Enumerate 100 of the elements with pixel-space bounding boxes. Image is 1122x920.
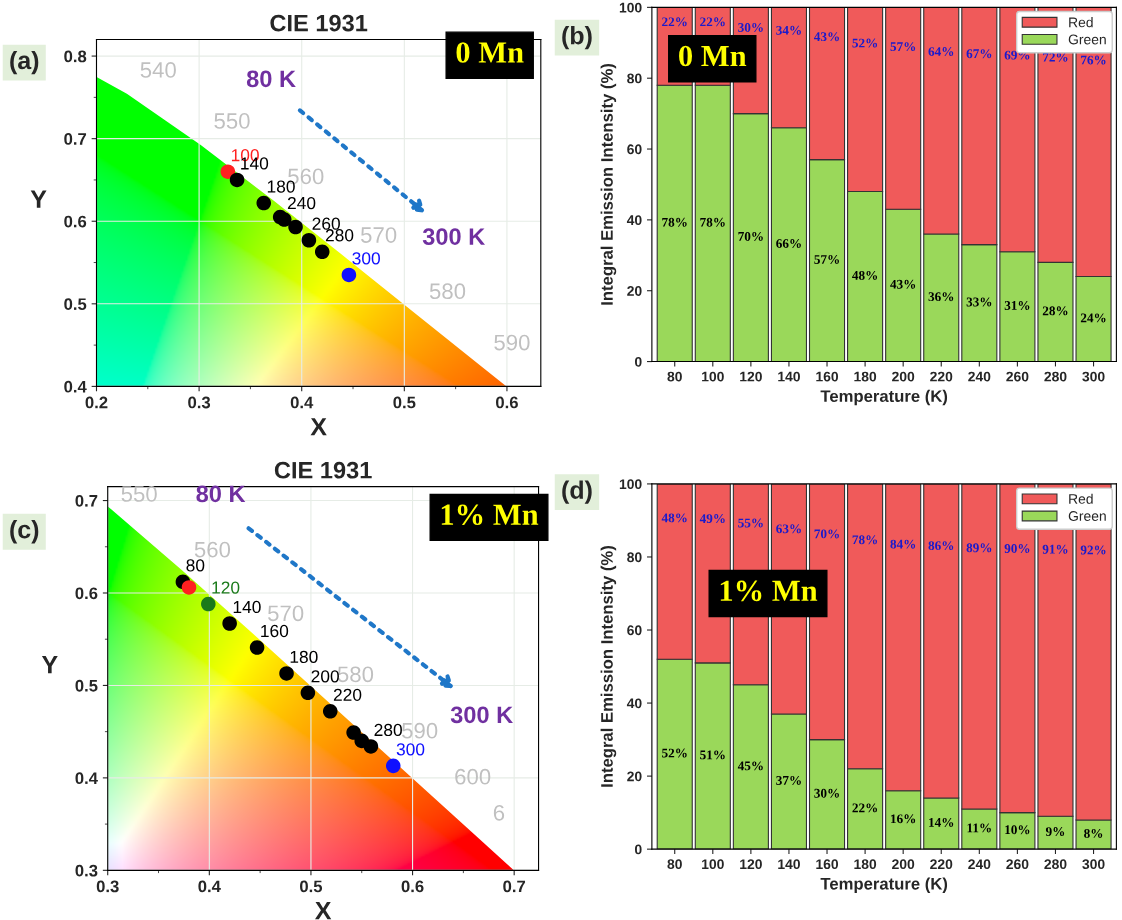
annotation: 300 K — [450, 706, 513, 724]
data-label: 84% — [890, 539, 916, 549]
annotation: 280 — [325, 229, 354, 242]
x-tick-label: 120 — [740, 371, 762, 382]
annotation: 570 — [268, 605, 304, 622]
annotation: 550 — [214, 113, 250, 129]
text: (d) — [562, 480, 592, 504]
x-tick-label: 180 — [854, 859, 877, 870]
y-tick-label: 60 — [627, 144, 642, 155]
chart-title: CIE 1931 — [270, 14, 368, 32]
data-label: 52% — [852, 38, 878, 48]
y-tick-label: 0.4 — [75, 772, 98, 785]
data-label: 89% — [966, 543, 992, 553]
y-tick-label: 0.5 — [75, 679, 98, 692]
x-tick-label: 0.7 — [503, 880, 526, 893]
data-label: 64% — [928, 47, 954, 57]
annotation: 180 — [290, 650, 318, 664]
x-tick-label: 0.4 — [198, 880, 221, 893]
data-label: 48% — [852, 270, 878, 280]
annotation: 580 — [429, 283, 466, 300]
x-tick-label: 240 — [968, 859, 991, 870]
point — [341, 267, 357, 283]
x-tick-label: 0.6 — [401, 880, 424, 893]
annotation: 540 — [140, 62, 176, 78]
legend-label: Red — [1069, 493, 1093, 504]
annotation: 590 — [402, 722, 438, 739]
y-tick-label: 100 — [619, 2, 642, 13]
annotation: 300 — [396, 743, 425, 756]
data-label: 86% — [928, 541, 954, 551]
y-axis-title: Integral Emission Intensity (%) — [600, 546, 617, 787]
annotation: 160 — [261, 624, 289, 638]
x-tick-label: 300 — [1082, 859, 1105, 870]
x-tick-label: 160 — [816, 371, 839, 382]
y-tick-label: 40 — [626, 215, 642, 226]
legend-label: Green — [1068, 511, 1106, 521]
data-label: 70% — [738, 231, 763, 241]
x-tick-label: 240 — [968, 371, 991, 382]
annotation: 300 K — [422, 228, 486, 246]
x-tick-label: 220 — [930, 859, 953, 870]
legend-label: Red — [1069, 17, 1093, 28]
annotation: 260 — [312, 217, 340, 230]
y-tick-label: 40 — [626, 698, 642, 709]
annotation: 1% Mn — [720, 580, 818, 602]
x-tick-label: 300 — [1082, 371, 1105, 382]
data-label: 52% — [662, 748, 687, 758]
data-label: 43% — [890, 279, 916, 289]
x-axis-title: Temperature (K) — [820, 389, 948, 406]
data-label: 14% — [929, 817, 954, 827]
text: (a) — [10, 50, 39, 75]
data-label: 24% — [1080, 313, 1106, 323]
data-label: 48% — [661, 513, 687, 523]
annotation: 280 — [374, 723, 402, 737]
y-tick-label: 0.6 — [64, 215, 87, 228]
annotation: 140 — [233, 600, 261, 614]
legend-label: Green — [1068, 34, 1106, 45]
annotation: 1% Mn — [441, 504, 539, 526]
point — [322, 704, 338, 719]
data-label: 57% — [814, 255, 839, 264]
data-label: 45% — [737, 761, 763, 771]
point — [385, 758, 401, 774]
annotation: 570 — [360, 227, 397, 243]
data-label: 22% — [852, 803, 878, 813]
point — [249, 640, 265, 655]
annotation: 80 K — [246, 70, 296, 88]
annotation: 0 Mn — [456, 42, 524, 63]
x-tick-label: 0.4 — [290, 396, 314, 409]
annotation: 240 — [287, 196, 316, 210]
x-tick-label: 100 — [702, 371, 724, 382]
x-tick-label: 100 — [702, 859, 724, 870]
x-tick-label: 140 — [778, 371, 800, 382]
y-tick-label: 20 — [627, 771, 642, 782]
text: (c) — [10, 520, 39, 544]
x-tick-label: 260 — [1006, 371, 1029, 382]
y-axis-title: Y — [41, 656, 58, 674]
data-label: 36% — [928, 292, 954, 302]
y-tick-label: 0 — [634, 356, 642, 367]
data-label: 76% — [1081, 55, 1106, 65]
point — [201, 596, 216, 612]
data-label: 43% — [814, 32, 839, 42]
x-tick-label: 160 — [816, 859, 839, 870]
y-tick-label: 60 — [627, 625, 642, 636]
data-label: 57% — [890, 42, 916, 52]
data-label: 78% — [852, 535, 878, 545]
data-label: 67% — [966, 49, 992, 59]
y-tick-label: 20 — [627, 286, 642, 296]
annotation: 300 — [352, 252, 380, 265]
annotation: 6 — [493, 804, 505, 821]
point — [300, 685, 316, 701]
point — [363, 739, 379, 754]
annotation: 200 — [311, 670, 339, 683]
annotation: 580 — [337, 666, 374, 683]
data-label: 34% — [776, 25, 801, 35]
point — [276, 212, 292, 227]
x-tick-label: 200 — [892, 859, 915, 870]
x-tick-label: 220 — [930, 371, 953, 382]
y-tick-label: 0.5 — [64, 298, 87, 311]
data-label: 37% — [776, 775, 801, 785]
x-tick-label: 280 — [1044, 859, 1067, 870]
data-label: 72% — [1043, 52, 1068, 62]
y-tick-label: 80 — [627, 552, 642, 563]
